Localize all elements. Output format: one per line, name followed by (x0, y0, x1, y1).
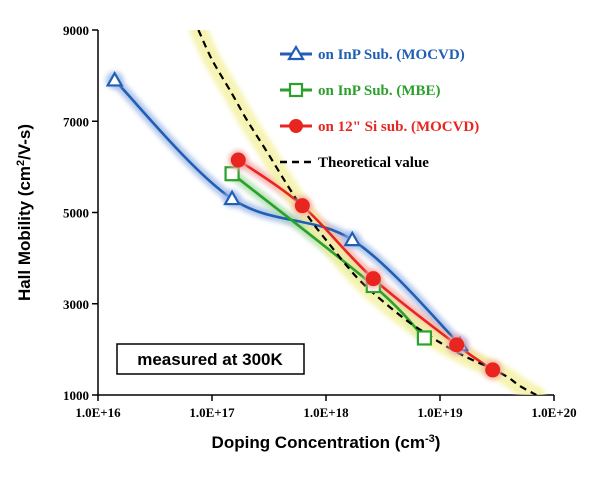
x-tick-label: 1.0E+17 (189, 405, 235, 420)
circle-marker (485, 362, 501, 378)
circle-marker (365, 271, 381, 287)
legend-label-2: on InP Sub. (MBE) (318, 83, 441, 99)
x-axis-title: Doping Concentration (cm-3) (212, 433, 441, 452)
legend-label-1: on InP Sub. (MOCVD) (318, 47, 465, 63)
legend-label-3: on 12" Si sub. (MOCVD) (318, 119, 479, 135)
annotation-group: measured at 300K (116, 343, 305, 375)
legend-label-4: Theoretical value (318, 155, 429, 171)
y-tick-label: 7000 (63, 114, 89, 129)
x-tick-label: 1.0E+20 (531, 405, 576, 420)
annotation-text: measured at 300K (137, 350, 283, 369)
triangle-marker (105, 70, 124, 87)
x-tick-label: 1.0E+19 (417, 405, 463, 420)
circle-marker (449, 337, 465, 353)
legend-triangle-marker (287, 44, 305, 61)
plot-area (105, 30, 546, 395)
y-tick-label: 3000 (63, 297, 89, 312)
y-tick-label: 9000 (63, 23, 89, 38)
legend-circle-marker (289, 119, 303, 133)
y-axis-title: Hall Mobility (cm2/V-s) (15, 124, 34, 301)
x-tick-label: 1.0E+16 (75, 405, 121, 420)
annotation-box (116, 343, 305, 375)
circle-marker (294, 198, 310, 214)
series-2-line (231, 172, 426, 339)
circle-marker (230, 152, 246, 168)
tick-labels: 1000 3000 5000 7000 9000 1.0E+16 1.0E+17 1.0E+1… (63, 23, 577, 420)
x-tick-label: 1.0E+18 (303, 405, 349, 420)
axes (92, 29, 555, 401)
triangle-marker (223, 189, 241, 206)
triangle-marker (343, 230, 362, 247)
y-tick-label: 5000 (63, 206, 89, 221)
square-marker (416, 330, 433, 346)
axis-titles: Doping Concentration (cm-3) Hall Mobility… (15, 124, 440, 452)
legend-square-marker (288, 82, 304, 98)
legend: on InP Sub. (MOCVD) on InP Sub. (MBE) on 1… (280, 44, 479, 171)
y-tick-label: 1000 (63, 388, 89, 403)
